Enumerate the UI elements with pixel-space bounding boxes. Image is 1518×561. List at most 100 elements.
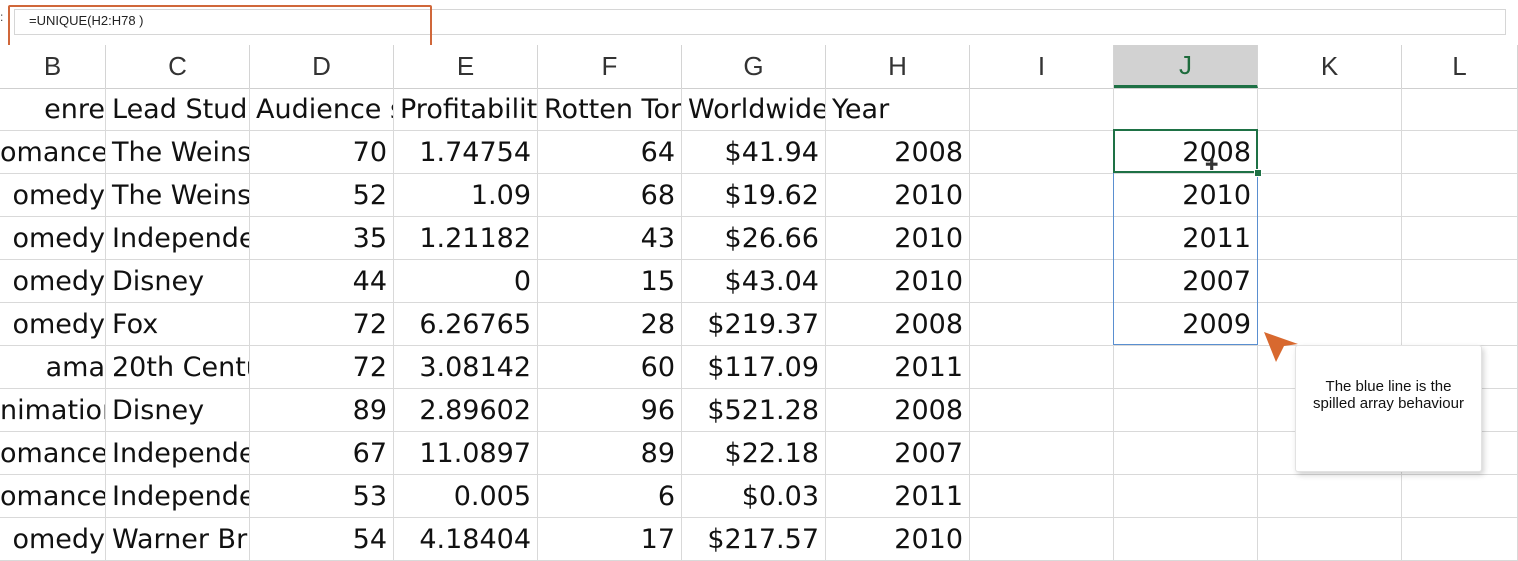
cell-i10[interactable]	[970, 475, 1114, 518]
cell-f10[interactable]: 6	[538, 475, 682, 518]
cell-h9[interactable]: 2007	[826, 432, 970, 475]
cell-h7[interactable]: 2011	[826, 346, 970, 389]
cell-d2[interactable]: 70	[250, 131, 394, 174]
cell-e3[interactable]: 1.09	[394, 174, 538, 217]
cell-e8[interactable]: 2.89602	[394, 389, 538, 432]
cell-i1[interactable]	[970, 88, 1114, 131]
cell-h1[interactable]: Year	[826, 88, 970, 131]
cell-j5[interactable]: 2007	[1114, 260, 1258, 303]
cell-d11[interactable]: 54	[250, 518, 394, 561]
cell-l2[interactable]	[1402, 131, 1518, 174]
cell-g11[interactable]: $217.57	[682, 518, 826, 561]
cell-l6[interactable]	[1402, 303, 1518, 346]
column-header-f[interactable]: F	[538, 45, 682, 88]
cell-k2[interactable]	[1258, 131, 1402, 174]
cell-g4[interactable]: $26.66	[682, 217, 826, 260]
cell-e2[interactable]: 1.74754	[394, 131, 538, 174]
cell-h3[interactable]: 2010	[826, 174, 970, 217]
cell-j2[interactable]: 2008	[1114, 131, 1258, 174]
cell-h10[interactable]: 2011	[826, 475, 970, 518]
cell-g10[interactable]: $0.03	[682, 475, 826, 518]
cell-j6[interactable]: 2009	[1114, 303, 1258, 346]
cell-b7[interactable]: ama	[0, 346, 106, 389]
cell-j1[interactable]	[1114, 88, 1258, 131]
cell-b1[interactable]: enre	[0, 88, 106, 131]
cell-i5[interactable]	[970, 260, 1114, 303]
cell-d4[interactable]: 35	[250, 217, 394, 260]
cell-h11[interactable]: 2010	[826, 518, 970, 561]
cell-d7[interactable]: 72	[250, 346, 394, 389]
cell-l10[interactable]	[1402, 475, 1518, 518]
cell-g2[interactable]: $41.94	[682, 131, 826, 174]
cell-j11[interactable]	[1114, 518, 1258, 561]
cell-i9[interactable]	[970, 432, 1114, 475]
cell-f3[interactable]: 68	[538, 174, 682, 217]
cell-i2[interactable]	[970, 131, 1114, 174]
cell-b6[interactable]: omedy	[0, 303, 106, 346]
cell-j10[interactable]	[1114, 475, 1258, 518]
cell-j9[interactable]	[1114, 432, 1258, 475]
column-header-b[interactable]: B	[0, 45, 106, 88]
cell-l11[interactable]	[1402, 518, 1518, 561]
cell-f7[interactable]: 60	[538, 346, 682, 389]
cell-j3[interactable]: 2010	[1114, 174, 1258, 217]
cell-l1[interactable]	[1402, 88, 1518, 131]
cell-b3[interactable]: omedy	[0, 174, 106, 217]
cell-e11[interactable]: 4.18404	[394, 518, 538, 561]
cell-e7[interactable]: 3.08142	[394, 346, 538, 389]
column-header-j[interactable]: J	[1114, 45, 1258, 88]
cell-j4[interactable]: 2011	[1114, 217, 1258, 260]
cell-e10[interactable]: 0.005	[394, 475, 538, 518]
cell-h5[interactable]: 2010	[826, 260, 970, 303]
cell-c2[interactable]: The Weins	[106, 131, 250, 174]
cell-f11[interactable]: 17	[538, 518, 682, 561]
cell-d10[interactable]: 53	[250, 475, 394, 518]
cell-i8[interactable]	[970, 389, 1114, 432]
cell-c5[interactable]: Disney	[106, 260, 250, 303]
cell-d1[interactable]: Audience s	[250, 88, 394, 131]
column-header-l[interactable]: L	[1402, 45, 1518, 88]
cell-j7[interactable]	[1114, 346, 1258, 389]
cell-e1[interactable]: Profitabilit	[394, 88, 538, 131]
cell-f2[interactable]: 64	[538, 131, 682, 174]
cell-b4[interactable]: omedy	[0, 217, 106, 260]
cell-g1[interactable]: Worldwide	[682, 88, 826, 131]
cell-i7[interactable]	[970, 346, 1114, 389]
cell-h4[interactable]: 2010	[826, 217, 970, 260]
cell-k1[interactable]	[1258, 88, 1402, 131]
cell-e5[interactable]: 0	[394, 260, 538, 303]
cell-h8[interactable]: 2008	[826, 389, 970, 432]
cell-f6[interactable]: 28	[538, 303, 682, 346]
cell-k6[interactable]	[1258, 303, 1402, 346]
cell-g5[interactable]: $43.04	[682, 260, 826, 303]
cell-l4[interactable]	[1402, 217, 1518, 260]
column-header-c[interactable]: C	[106, 45, 250, 88]
cell-i6[interactable]	[970, 303, 1114, 346]
cell-c11[interactable]: Warner Br	[106, 518, 250, 561]
cell-d5[interactable]: 44	[250, 260, 394, 303]
cell-b5[interactable]: omedy	[0, 260, 106, 303]
formula-input[interactable]: =UNIQUE(H2:H78 )	[14, 9, 1506, 35]
cell-c8[interactable]: Disney	[106, 389, 250, 432]
column-header-i[interactable]: I	[970, 45, 1114, 88]
cell-f4[interactable]: 43	[538, 217, 682, 260]
cell-c9[interactable]: Independe	[106, 432, 250, 475]
cell-h2[interactable]: 2008	[826, 131, 970, 174]
cell-g3[interactable]: $19.62	[682, 174, 826, 217]
cell-k4[interactable]	[1258, 217, 1402, 260]
column-header-h[interactable]: H	[826, 45, 970, 88]
cell-g7[interactable]: $117.09	[682, 346, 826, 389]
cell-c10[interactable]: Independe	[106, 475, 250, 518]
sheet-grid[interactable]: enre Lead Studi Audience s Profitabilit Rott…	[0, 88, 1518, 561]
cell-f5[interactable]: 15	[538, 260, 682, 303]
cell-c7[interactable]: 20th Centu	[106, 346, 250, 389]
cell-l5[interactable]	[1402, 260, 1518, 303]
cell-b11[interactable]: omedy	[0, 518, 106, 561]
cell-g8[interactable]: $521.28	[682, 389, 826, 432]
cell-f8[interactable]: 96	[538, 389, 682, 432]
cell-c1[interactable]: Lead Studi	[106, 88, 250, 131]
cell-k5[interactable]	[1258, 260, 1402, 303]
cell-b2[interactable]: omance	[0, 131, 106, 174]
cell-k11[interactable]	[1258, 518, 1402, 561]
cell-i11[interactable]	[970, 518, 1114, 561]
